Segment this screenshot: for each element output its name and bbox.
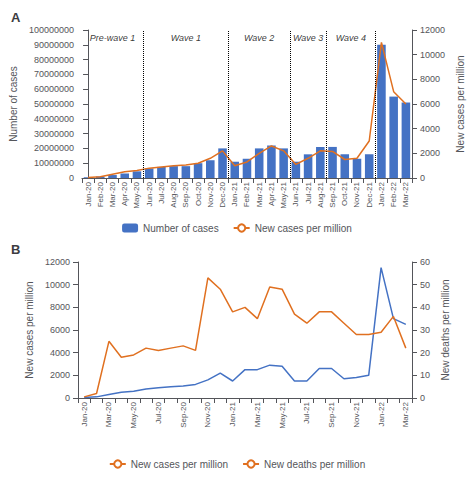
svg-text:Oct-20: Oct-20 — [194, 181, 203, 206]
svg-text:Sep-20: Sep-20 — [181, 181, 190, 207]
svg-text:Sep-21: Sep-21 — [328, 181, 337, 207]
svg-text:6000: 6000 — [50, 325, 70, 335]
svg-text:Mar-20: Mar-20 — [108, 181, 117, 207]
svg-text:May-20: May-20 — [132, 181, 141, 208]
svg-text:Feb-22: Feb-22 — [389, 181, 398, 207]
svg-text:Jul-21: Jul-21 — [302, 401, 311, 423]
svg-text:Aug-21: Aug-21 — [316, 181, 325, 207]
svg-text:Wave 2: Wave 2 — [244, 33, 274, 43]
svg-text:8000: 8000 — [50, 302, 70, 312]
svg-text:Jun-20: Jun-20 — [145, 181, 154, 206]
svg-text:Jul-20: Jul-20 — [154, 401, 163, 423]
svg-text:40000000: 40000000 — [34, 114, 74, 124]
svg-text:Wave 3: Wave 3 — [293, 33, 323, 43]
svg-text:Mar-20: Mar-20 — [104, 401, 113, 427]
svg-text:New cases per million: New cases per million — [131, 459, 228, 470]
svg-text:60000000: 60000000 — [34, 84, 74, 94]
svg-text:12000: 12000 — [45, 257, 70, 267]
svg-text:Jan-22: Jan-22 — [377, 401, 386, 426]
svg-text:New deaths per million: New deaths per million — [264, 459, 365, 470]
svg-text:Wave 4: Wave 4 — [336, 33, 366, 43]
svg-text:20: 20 — [420, 348, 430, 358]
svg-text:50000000: 50000000 — [34, 99, 74, 109]
svg-text:Feb-20: Feb-20 — [96, 181, 105, 207]
svg-text:New cases per million: New cases per million — [455, 55, 466, 152]
svg-text:New cases per million: New cases per million — [24, 281, 35, 378]
svg-text:Mar-22: Mar-22 — [401, 181, 410, 207]
svg-text:Jan-20: Jan-20 — [80, 401, 89, 426]
svg-text:Pre-wave 1: Pre-wave 1 — [90, 33, 136, 43]
svg-text:10: 10 — [420, 370, 430, 380]
svg-text:10000: 10000 — [45, 280, 70, 290]
svg-text:10000000: 10000000 — [34, 158, 74, 168]
svg-text:Jan-22: Jan-22 — [377, 181, 386, 206]
svg-text:0: 0 — [420, 393, 425, 403]
svg-text:Jan-21: Jan-21 — [230, 181, 239, 206]
svg-text:6000: 6000 — [420, 99, 440, 109]
svg-text:0: 0 — [420, 173, 425, 183]
svg-text:30000000: 30000000 — [34, 129, 74, 139]
svg-text:10000: 10000 — [420, 50, 445, 60]
svg-text:Mar-21: Mar-21 — [255, 181, 264, 207]
svg-text:Wave 1: Wave 1 — [171, 33, 201, 43]
svg-text:Jan-20: Jan-20 — [84, 181, 93, 206]
svg-text:100000000: 100000000 — [29, 25, 74, 35]
svg-text:May-20: May-20 — [129, 401, 138, 428]
svg-text:12000: 12000 — [420, 25, 445, 35]
svg-text:Sep-20: Sep-20 — [179, 401, 188, 427]
svg-text:New cases per million: New cases per million — [255, 223, 352, 234]
svg-text:May-21: May-21 — [278, 401, 287, 428]
svg-text:Jul-21: Jul-21 — [304, 181, 313, 203]
svg-text:Dec-21: Dec-21 — [365, 181, 374, 207]
svg-text:0: 0 — [69, 173, 74, 183]
svg-text:Nov-21: Nov-21 — [352, 181, 361, 207]
svg-text:4000: 4000 — [420, 124, 440, 134]
svg-text:80000000: 80000000 — [34, 55, 74, 65]
svg-text:0: 0 — [65, 393, 70, 403]
svg-text:30: 30 — [420, 325, 430, 335]
svg-text:Jul-20: Jul-20 — [157, 181, 166, 203]
svg-text:Number of cases: Number of cases — [143, 223, 219, 234]
svg-text:40: 40 — [420, 302, 430, 312]
svg-text:8000: 8000 — [420, 74, 440, 84]
svg-text:Nov-20: Nov-20 — [203, 401, 212, 427]
svg-text:90000000: 90000000 — [34, 40, 74, 50]
svg-text:Mar-22: Mar-22 — [401, 401, 410, 427]
svg-text:Nov-21: Nov-21 — [352, 401, 361, 427]
svg-text:Aug-20: Aug-20 — [169, 181, 178, 207]
svg-text:50: 50 — [420, 280, 430, 290]
svg-text:New deaths per million: New deaths per million — [440, 279, 451, 380]
svg-text:Dec-20: Dec-20 — [218, 181, 227, 207]
svg-text:Mar-21: Mar-21 — [253, 401, 262, 427]
svg-text:Jun-21: Jun-21 — [291, 181, 300, 206]
svg-text:4000: 4000 — [50, 348, 70, 358]
svg-text:Apr-20: Apr-20 — [120, 181, 129, 206]
svg-text:2000: 2000 — [420, 148, 440, 158]
svg-text:70000000: 70000000 — [34, 69, 74, 79]
svg-text:Oct-21: Oct-21 — [340, 181, 349, 206]
svg-text:B: B — [11, 242, 20, 257]
svg-text:Jan-21: Jan-21 — [228, 401, 237, 426]
svg-text:A: A — [11, 10, 21, 25]
svg-text:2000: 2000 — [50, 370, 70, 380]
svg-text:May-21: May-21 — [279, 181, 288, 208]
svg-text:20000000: 20000000 — [34, 143, 74, 153]
svg-text:Feb-21: Feb-21 — [242, 181, 251, 207]
svg-text:Nov-20: Nov-20 — [206, 181, 215, 207]
svg-text:Sep-21: Sep-21 — [327, 401, 336, 427]
svg-text:Apr-21: Apr-21 — [267, 181, 276, 206]
svg-text:Number of cases: Number of cases — [8, 66, 19, 142]
svg-text:60: 60 — [420, 257, 430, 267]
